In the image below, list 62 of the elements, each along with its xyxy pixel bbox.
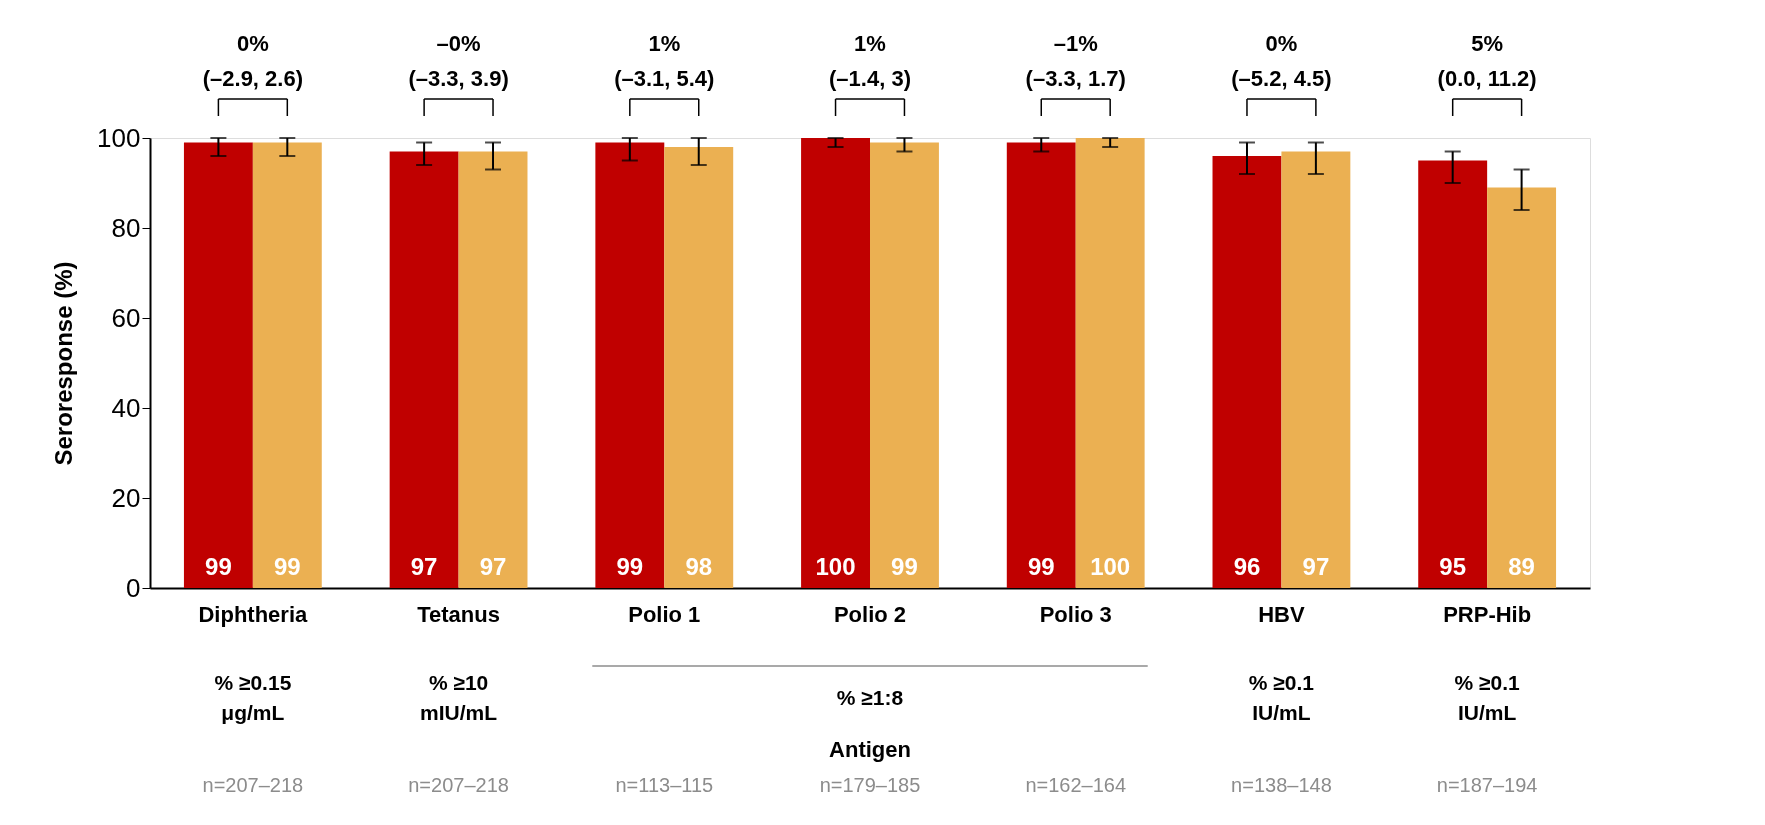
x-tick-label: Polio 1 xyxy=(628,601,701,627)
y-tick-label: 20 xyxy=(111,482,141,513)
bar xyxy=(1006,142,1076,588)
data-label: 96 xyxy=(1233,553,1261,580)
text: n=162–164 xyxy=(1025,774,1127,796)
data-label: 97 xyxy=(1302,553,1330,580)
text: n=179–185 xyxy=(819,774,921,796)
data-label: 100 xyxy=(815,553,856,580)
data-label: 99 xyxy=(891,553,918,580)
text: % ≥0.1 IU/mL xyxy=(1248,671,1315,724)
bar xyxy=(870,142,939,588)
data-label: 99 xyxy=(1027,553,1055,580)
bar xyxy=(664,147,734,588)
y-tick-label: 40 xyxy=(111,392,141,423)
text: –0% (–3.3, 3.9) xyxy=(408,31,509,91)
data-label: 99 xyxy=(205,553,232,580)
bar xyxy=(389,151,459,588)
text: 0% (–2.9, 2.6) xyxy=(202,31,303,91)
text: % ≥1:8 xyxy=(836,686,904,709)
text: 1% (–3.1, 5.4) xyxy=(614,31,715,91)
text: n=138–148 xyxy=(1231,774,1332,796)
x-tick-label: Tetanus xyxy=(417,601,500,627)
y-axis-title: Seroresponse (%) xyxy=(50,261,78,466)
bar xyxy=(252,142,322,588)
x-tick-label: Polio 2 xyxy=(833,601,907,627)
bar xyxy=(1418,160,1488,588)
text: –1% (–3.3, 1.7) xyxy=(1025,31,1126,91)
data-label: 99 xyxy=(273,553,301,580)
data-label: 95 xyxy=(1439,553,1467,580)
bar xyxy=(458,151,528,588)
text: % ≥10 mIU/mL xyxy=(420,671,498,724)
text: n=113–115 xyxy=(615,774,714,796)
x-tick-label: HBV xyxy=(1258,601,1305,627)
text: n=207–218 xyxy=(202,774,304,796)
text: 1% (–1.4, 3) xyxy=(829,31,911,91)
y-tick-label: 0 xyxy=(126,572,141,603)
bar xyxy=(183,142,253,588)
text: Antigen xyxy=(829,737,911,762)
y-tick-label: 80 xyxy=(111,212,141,243)
data-label: 89 xyxy=(1508,553,1535,580)
text: n=187–194 xyxy=(1436,774,1538,796)
x-tick-label: Polio 3 xyxy=(1039,601,1112,627)
text: 0% (–5.2, 4.5) xyxy=(1231,31,1332,91)
bar xyxy=(1075,138,1145,588)
bar xyxy=(801,138,870,588)
y-tick-label: 100 xyxy=(97,122,141,153)
x-tick-label: Diphtheria xyxy=(198,601,309,627)
y-tick-label: 60 xyxy=(111,302,141,333)
bar xyxy=(1212,156,1282,588)
text: % ≥0.15 μg/mL xyxy=(214,671,292,724)
bar xyxy=(1281,151,1351,588)
data-label: 98 xyxy=(685,553,713,580)
bar xyxy=(595,142,665,588)
data-label: 97 xyxy=(479,553,507,580)
data-label: 97 xyxy=(410,553,438,580)
x-tick-label: PRP-Hib xyxy=(1443,601,1532,627)
text: n=207–218 xyxy=(408,774,509,796)
text: % ≥0.1 IU/mL xyxy=(1454,671,1521,724)
bar xyxy=(1487,187,1557,588)
text: 5% (0.0, 11.2) xyxy=(1437,31,1537,91)
data-label: 99 xyxy=(616,553,644,580)
data-label: 100 xyxy=(1090,553,1131,580)
